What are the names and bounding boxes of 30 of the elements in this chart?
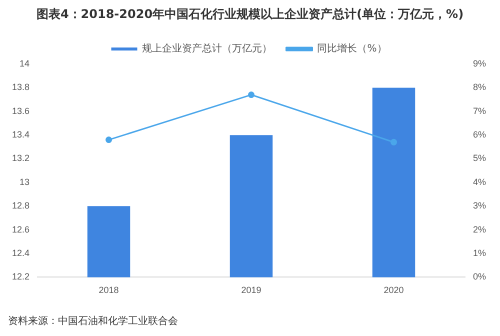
- y-tick-label: 13.6: [12, 106, 30, 116]
- y2-tick-label: 0%: [472, 272, 486, 282]
- x-tick-label: 2020: [384, 285, 404, 296]
- y2-tick-label: 9%: [472, 58, 486, 68]
- y-tick-label: 12.4: [12, 248, 30, 258]
- chart-title: 图表4：2018-2020年中国石化行业规模以上企业资产总计(单位：万亿元，%): [35, 6, 465, 23]
- x-tick-label: 2019: [241, 285, 262, 296]
- y2-tick-label: 1%: [472, 248, 486, 258]
- x-tick-label: 2018: [98, 285, 119, 296]
- y2-tick-label: 3%: [472, 200, 486, 211]
- legend-label: 同比增长（%）: [317, 42, 387, 55]
- legend-label: 规上企业资产总计（万亿元）: [142, 42, 272, 55]
- y-tick-label: 13.2: [12, 153, 30, 164]
- y-tick-label: 13.4: [12, 130, 30, 140]
- y2-tick-label: 7%: [472, 106, 486, 116]
- text: 资料来源：中国石油和化学工业联合会: [8, 314, 178, 328]
- y-tick-label: 12.2: [12, 272, 30, 282]
- y-tick-label: 14: [20, 58, 30, 68]
- y2-tick-label: 8%: [472, 82, 486, 92]
- y-tick-label: 12.6: [12, 224, 30, 234]
- y2-tick-label: 5%: [472, 153, 486, 164]
- y2-tick-label: 4%: [472, 176, 486, 187]
- y-tick-label: 12.8: [12, 200, 30, 211]
- point: [248, 92, 255, 98]
- point: [390, 138, 397, 146]
- point: [106, 136, 112, 144]
- y-tick-label: 13: [20, 176, 30, 187]
- y2-tick-label: 6%: [472, 130, 486, 140]
- y2-tick-label: 2%: [472, 224, 486, 234]
- y-tick-label: 13.8: [12, 82, 30, 92]
